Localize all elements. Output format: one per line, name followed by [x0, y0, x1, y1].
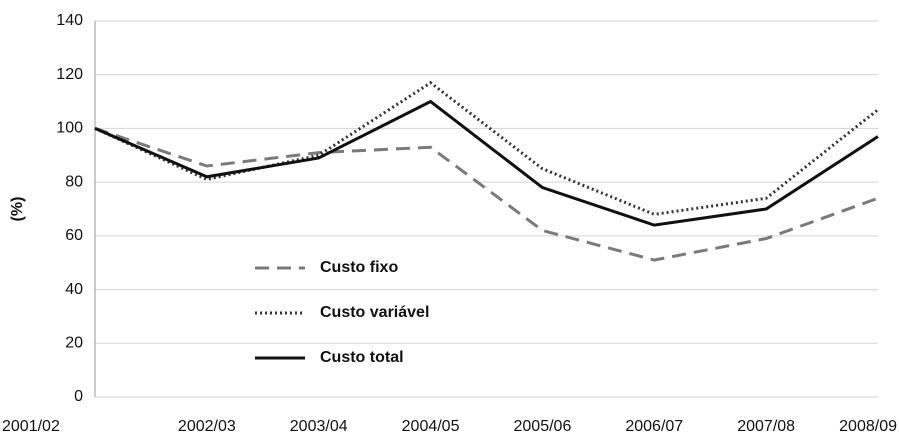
- y-axis-label: (%): [9, 197, 26, 222]
- legend-label: Custo variável: [320, 304, 429, 321]
- legend-label: Custo total: [320, 349, 404, 366]
- x-tick-label: 2002/03: [178, 418, 236, 435]
- y-tick-label: 140: [56, 12, 83, 29]
- y-tick-label: 120: [56, 66, 83, 83]
- y-tick-label: 40: [65, 281, 83, 298]
- legend-label: Custo fixo: [320, 259, 398, 276]
- series-line: [94, 99, 879, 227]
- x-tick-label: 2003/04: [290, 418, 348, 435]
- y-tick-label: 80: [65, 173, 83, 190]
- x-tick-label: 2006/07: [625, 418, 683, 435]
- y-tick-label: 100: [56, 120, 83, 137]
- series-line: [94, 80, 879, 216]
- y-tick-label: 20: [65, 335, 83, 352]
- y-tick-label: 60: [65, 227, 83, 244]
- y-tick-label: 0: [74, 388, 83, 405]
- series-line: [94, 127, 879, 262]
- x-tick-label: 2008/09: [839, 418, 897, 435]
- x-tick-label: 2001/02: [2, 418, 60, 435]
- x-tick-label: 2007/08: [737, 418, 795, 435]
- x-tick-label: 2005/06: [514, 418, 572, 435]
- x-tick-label: 2004/05: [402, 418, 460, 435]
